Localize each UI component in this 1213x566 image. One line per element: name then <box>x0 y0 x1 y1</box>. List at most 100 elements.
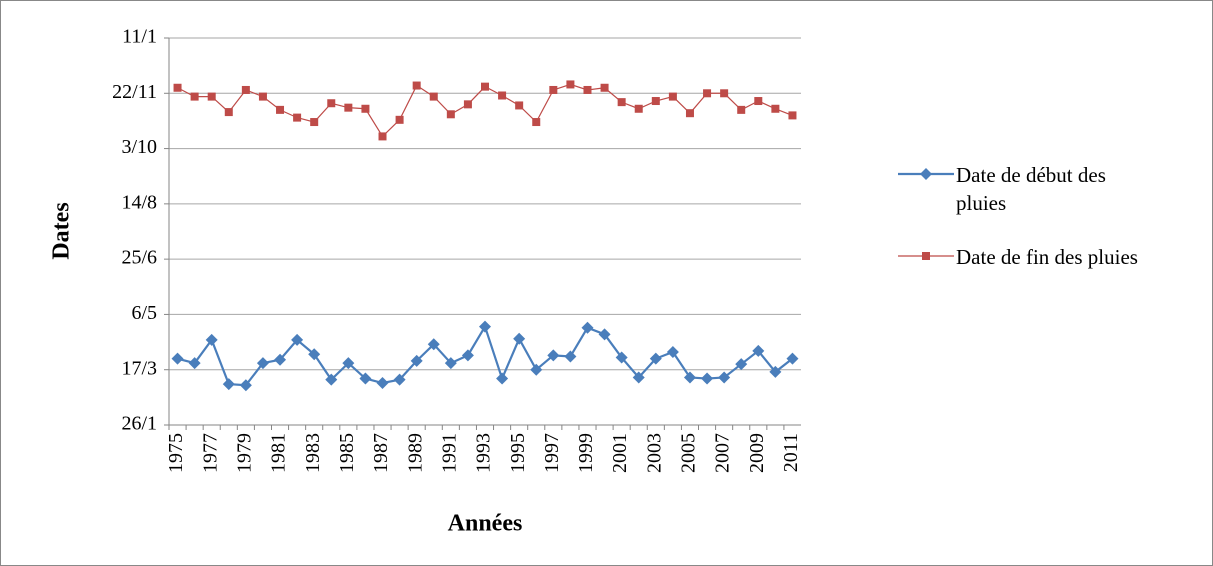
marker <box>327 99 336 108</box>
marker <box>446 110 455 119</box>
x-tick-label: 2009 <box>746 433 768 473</box>
y-tick-label: 25/6 <box>121 247 157 269</box>
marker <box>376 376 389 389</box>
marker <box>344 103 353 112</box>
marker <box>410 354 423 367</box>
x-tick-label: 1977 <box>199 433 221 473</box>
series-line <box>177 323 794 387</box>
marker <box>239 379 252 392</box>
x-tick-label: 1981 <box>268 433 290 473</box>
y-tick-label: 6/5 <box>131 302 157 324</box>
marker <box>600 83 609 92</box>
marker <box>190 92 199 101</box>
marker <box>920 168 932 180</box>
marker <box>583 85 592 94</box>
marker <box>481 82 489 91</box>
marker <box>463 100 472 109</box>
x-tick-label: 1993 <box>473 433 495 473</box>
y-tick-label: 3/10 <box>121 136 157 158</box>
marker <box>617 98 626 107</box>
y-tick-label: 26/1 <box>121 413 157 435</box>
y-axis-label: Dates <box>49 202 75 259</box>
x-tick-label: 1999 <box>575 433 597 473</box>
legend-label: Date de début des pluies <box>956 163 1106 215</box>
marker <box>549 85 558 94</box>
marker <box>241 85 250 94</box>
marker <box>701 372 714 385</box>
marker <box>256 357 269 370</box>
marker <box>564 350 577 363</box>
marker <box>922 252 930 260</box>
marker <box>274 353 287 366</box>
marker <box>703 89 712 98</box>
x-tick-label: 1989 <box>404 433 426 473</box>
marker <box>291 333 304 346</box>
marker <box>293 113 302 122</box>
x-tick-label: 1995 <box>507 433 529 473</box>
marker <box>444 357 457 370</box>
marker <box>668 92 677 101</box>
y-tick-label: 11/1 <box>122 26 157 48</box>
x-tick-label: 1975 <box>165 433 187 473</box>
marker <box>325 373 338 386</box>
y-tick-label: 14/8 <box>121 191 157 213</box>
marker <box>632 371 645 384</box>
marker <box>258 92 267 101</box>
series-line <box>177 83 793 138</box>
marker <box>769 365 782 378</box>
marker <box>532 118 541 127</box>
marker <box>498 91 507 100</box>
x-tick-label: 2011 <box>780 433 802 472</box>
marker <box>171 352 184 365</box>
marker <box>581 321 594 334</box>
marker <box>720 89 729 98</box>
marker <box>207 92 216 101</box>
marker <box>378 132 387 141</box>
marker <box>685 109 694 118</box>
marker <box>752 344 765 357</box>
marker <box>786 352 799 365</box>
marker <box>224 108 233 117</box>
marker <box>342 357 355 370</box>
marker <box>429 92 438 101</box>
marker <box>649 352 662 365</box>
marker <box>461 349 474 362</box>
marker <box>530 363 543 376</box>
marker <box>173 83 182 92</box>
marker <box>737 105 746 114</box>
marker <box>276 105 285 114</box>
legend-label: Date de fin des pluies <box>956 245 1138 269</box>
marker <box>566 80 575 89</box>
x-tick-label: 2001 <box>609 433 631 473</box>
marker <box>735 358 748 371</box>
legend-swatch <box>898 168 954 180</box>
marker <box>754 97 763 106</box>
marker <box>205 333 218 346</box>
marker <box>651 97 660 106</box>
marker <box>308 348 321 361</box>
marker <box>666 346 679 359</box>
legend: Date de début des pluies Date de fin des … <box>896 161 1196 297</box>
marker <box>496 372 509 385</box>
marker <box>188 357 201 370</box>
marker <box>310 118 319 127</box>
marker <box>513 332 526 345</box>
x-tick-label: 1985 <box>336 433 358 473</box>
x-tick-label: 1987 <box>370 433 392 473</box>
legend-item: Date de début des pluies <box>896 161 1196 217</box>
marker <box>547 349 560 362</box>
marker <box>359 372 372 385</box>
marker <box>222 378 235 391</box>
y-tick-label: 22/11 <box>112 81 157 103</box>
marker <box>515 101 524 110</box>
marker <box>393 373 406 386</box>
marker <box>771 104 780 113</box>
marker <box>412 81 421 90</box>
marker <box>683 371 696 384</box>
x-tick-label: 2007 <box>712 433 734 473</box>
x-tick-label: 2005 <box>678 433 700 473</box>
marker <box>361 104 370 113</box>
legend-swatch <box>898 252 954 260</box>
